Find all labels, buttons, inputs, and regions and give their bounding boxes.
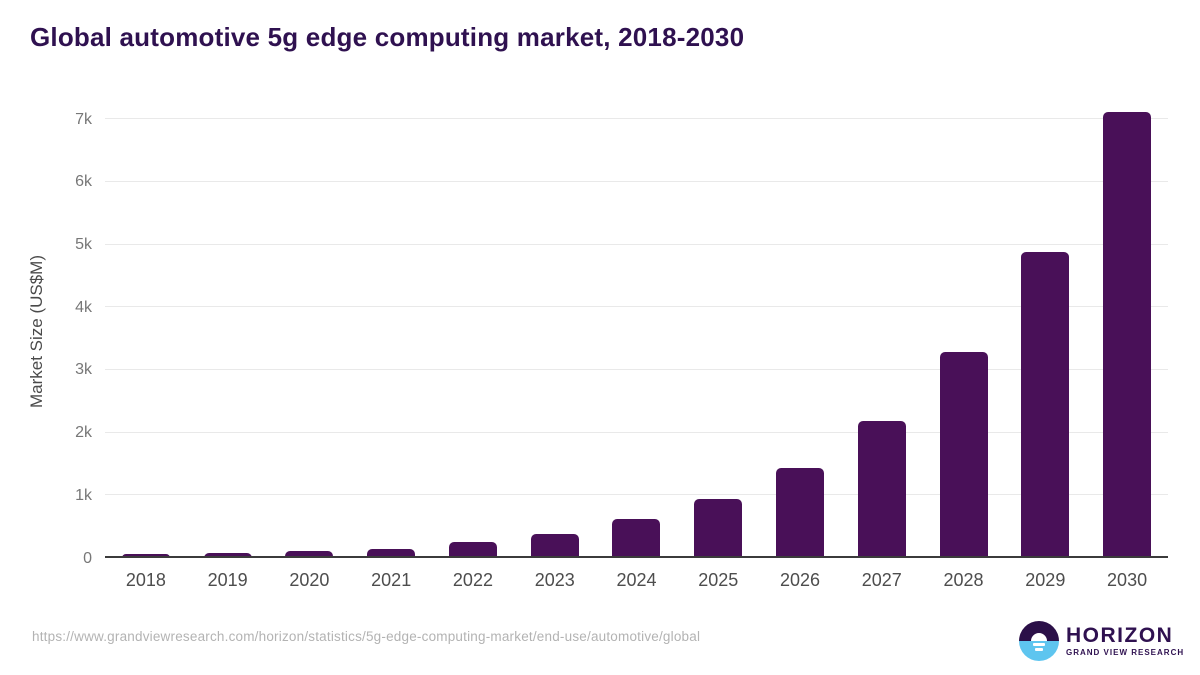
bar-2030[interactable] — [1103, 111, 1152, 558]
gridline — [105, 306, 1168, 308]
x-axis-line — [105, 556, 1168, 558]
x-tick-label-2022: 2022 — [452, 570, 493, 590]
x-tick-label-2028: 2028 — [943, 570, 984, 590]
bar-2023[interactable] — [530, 534, 579, 558]
page-title: Global automotive 5g edge computing mark… — [30, 22, 745, 52]
gridline — [105, 368, 1168, 370]
reflection-line-icon — [1033, 643, 1045, 646]
bar-slot — [350, 106, 432, 558]
y-tick-label: 5k — [75, 236, 92, 253]
plot-area — [105, 106, 1168, 558]
bar-2025[interactable] — [694, 499, 743, 558]
x-tick-label-2018: 2018 — [125, 570, 166, 590]
bars — [105, 106, 1168, 558]
bar-slot — [514, 106, 596, 558]
y-tick-label: 0 — [83, 549, 92, 567]
bar-slot — [187, 106, 269, 558]
bar-slot — [1086, 106, 1168, 558]
x-axis-labels: 2018 2019 2020 2021 2022 2023 2024 2025 2026 2027… — [105, 570, 1168, 591]
bar-slot — [432, 106, 514, 558]
y-tick-label: 7k — [75, 110, 92, 128]
x-tick-label-2020: 2020 — [289, 570, 330, 590]
x-tick-label-2027: 2027 — [861, 570, 902, 590]
bar-slot — [1004, 106, 1086, 558]
y-axis-ticks: 0 1k 2k 3k 4k 5k 6k 7k — [40, 106, 92, 567]
gridline — [105, 494, 1168, 496]
bar-slot — [269, 106, 351, 558]
bar-slot — [923, 106, 1005, 558]
bar-slot — [105, 106, 187, 558]
bar-2024[interactable] — [612, 519, 661, 558]
horizon-logo-icon — [1019, 621, 1059, 661]
x-tick-label-2023: 2023 — [534, 570, 575, 590]
x-tick-label-2019: 2019 — [207, 570, 248, 590]
reflection-line-icon — [1035, 648, 1043, 651]
y-tick-label: 3k — [75, 361, 92, 379]
x-tick-label-2025: 2025 — [698, 570, 739, 590]
bar-2018[interactable] — [121, 553, 170, 558]
bar-2019[interactable] — [203, 552, 252, 558]
logo-subtitle: GRAND VIEW RESEARCH — [1066, 648, 1185, 657]
gridline — [105, 180, 1168, 182]
logo-text: HORIZON GRAND VIEW RESEARCH — [1066, 624, 1185, 658]
bar-2029[interactable] — [1021, 252, 1070, 558]
bar-slot — [596, 106, 678, 558]
sun-icon — [1031, 633, 1047, 641]
bar-2026[interactable] — [776, 467, 824, 558]
bar-2022[interactable] — [448, 542, 497, 558]
x-tick-label-2026: 2026 — [779, 570, 821, 590]
y-tick-label: 1k — [75, 486, 92, 504]
y-tick-label: 4k — [75, 298, 92, 316]
x-tick-label-2029: 2029 — [1025, 570, 1066, 590]
y-tick-label: 2k — [75, 424, 92, 442]
source-url: https://www.grandviewresearch.com/horizo… — [32, 629, 701, 644]
x-tick-label-2024: 2024 — [616, 570, 657, 590]
bar-slot — [677, 106, 759, 558]
x-tick-label-2030: 2030 — [1107, 570, 1148, 590]
gridline — [105, 431, 1168, 433]
y-tick-label: 6k — [75, 173, 92, 191]
gridline — [105, 243, 1168, 245]
x-tick-label-2021: 2021 — [371, 570, 412, 590]
logo-name: HORIZON — [1066, 624, 1174, 647]
bar-2020[interactable] — [285, 551, 334, 558]
bar-slot — [841, 106, 923, 558]
bar-2021[interactable] — [367, 548, 416, 558]
bar-slot — [759, 106, 841, 558]
bar-2027[interactable] — [857, 420, 906, 558]
horizon-logo: HORIZON GRAND VIEW RESEARCH — [1019, 621, 1184, 661]
gridline — [105, 118, 1168, 120]
bar-2028[interactable] — [939, 351, 988, 558]
